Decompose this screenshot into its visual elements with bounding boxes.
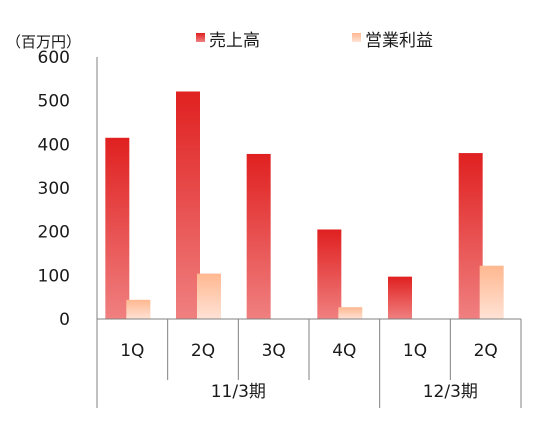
y-tick-label: 400 xyxy=(38,135,70,155)
x-tick-label: 4Q xyxy=(332,341,356,361)
y-axis-ticks: 0 100 200 300 400 500 600 xyxy=(38,48,70,330)
x-tick-label: 1Q xyxy=(403,341,427,361)
x-group-label-1: 11/3期 xyxy=(211,382,266,402)
legend-label-1: 売上高 xyxy=(209,31,260,51)
bar-sales-2 xyxy=(176,91,200,319)
y-axis-unit-label: （百万円） xyxy=(6,33,81,51)
bar-operating-profit-4 xyxy=(338,307,363,319)
legend: 売上高 営業利益 xyxy=(196,31,433,51)
y-tick-label: 500 xyxy=(38,92,70,112)
bar-sales-6 xyxy=(458,153,483,319)
x-tick-label: 1Q xyxy=(120,341,144,361)
x-tick-label: 2Q xyxy=(474,341,498,361)
y-tick-label: 100 xyxy=(38,266,70,286)
plot-area xyxy=(96,57,504,319)
bar-sales-4 xyxy=(317,229,342,319)
bar-operating-profit-1 xyxy=(126,299,151,319)
y-tick-label: 0 xyxy=(59,310,70,330)
bar-operating-profit-6 xyxy=(479,265,504,319)
bar-sales-3 xyxy=(246,153,271,319)
bar-sales-1 xyxy=(105,137,130,319)
y-tick-label: 600 xyxy=(38,48,70,68)
legend-label-2: 営業利益 xyxy=(365,31,433,51)
y-tick-label: 300 xyxy=(38,179,70,199)
bar-sales-5 xyxy=(388,276,412,319)
legend-swatch-2 xyxy=(352,33,361,42)
bar-operating-profit-2 xyxy=(197,273,221,319)
y-tick-label: 200 xyxy=(38,223,70,243)
x-group-label-2: 12/3期 xyxy=(423,382,478,402)
x-axis: 1Q 2Q 3Q 4Q 1Q 2Q 11/3期 12/3期 xyxy=(96,318,522,408)
legend-swatch-1 xyxy=(196,33,205,42)
x-tick-label: 3Q xyxy=(262,341,286,361)
x-tick-label: 2Q xyxy=(191,341,215,361)
